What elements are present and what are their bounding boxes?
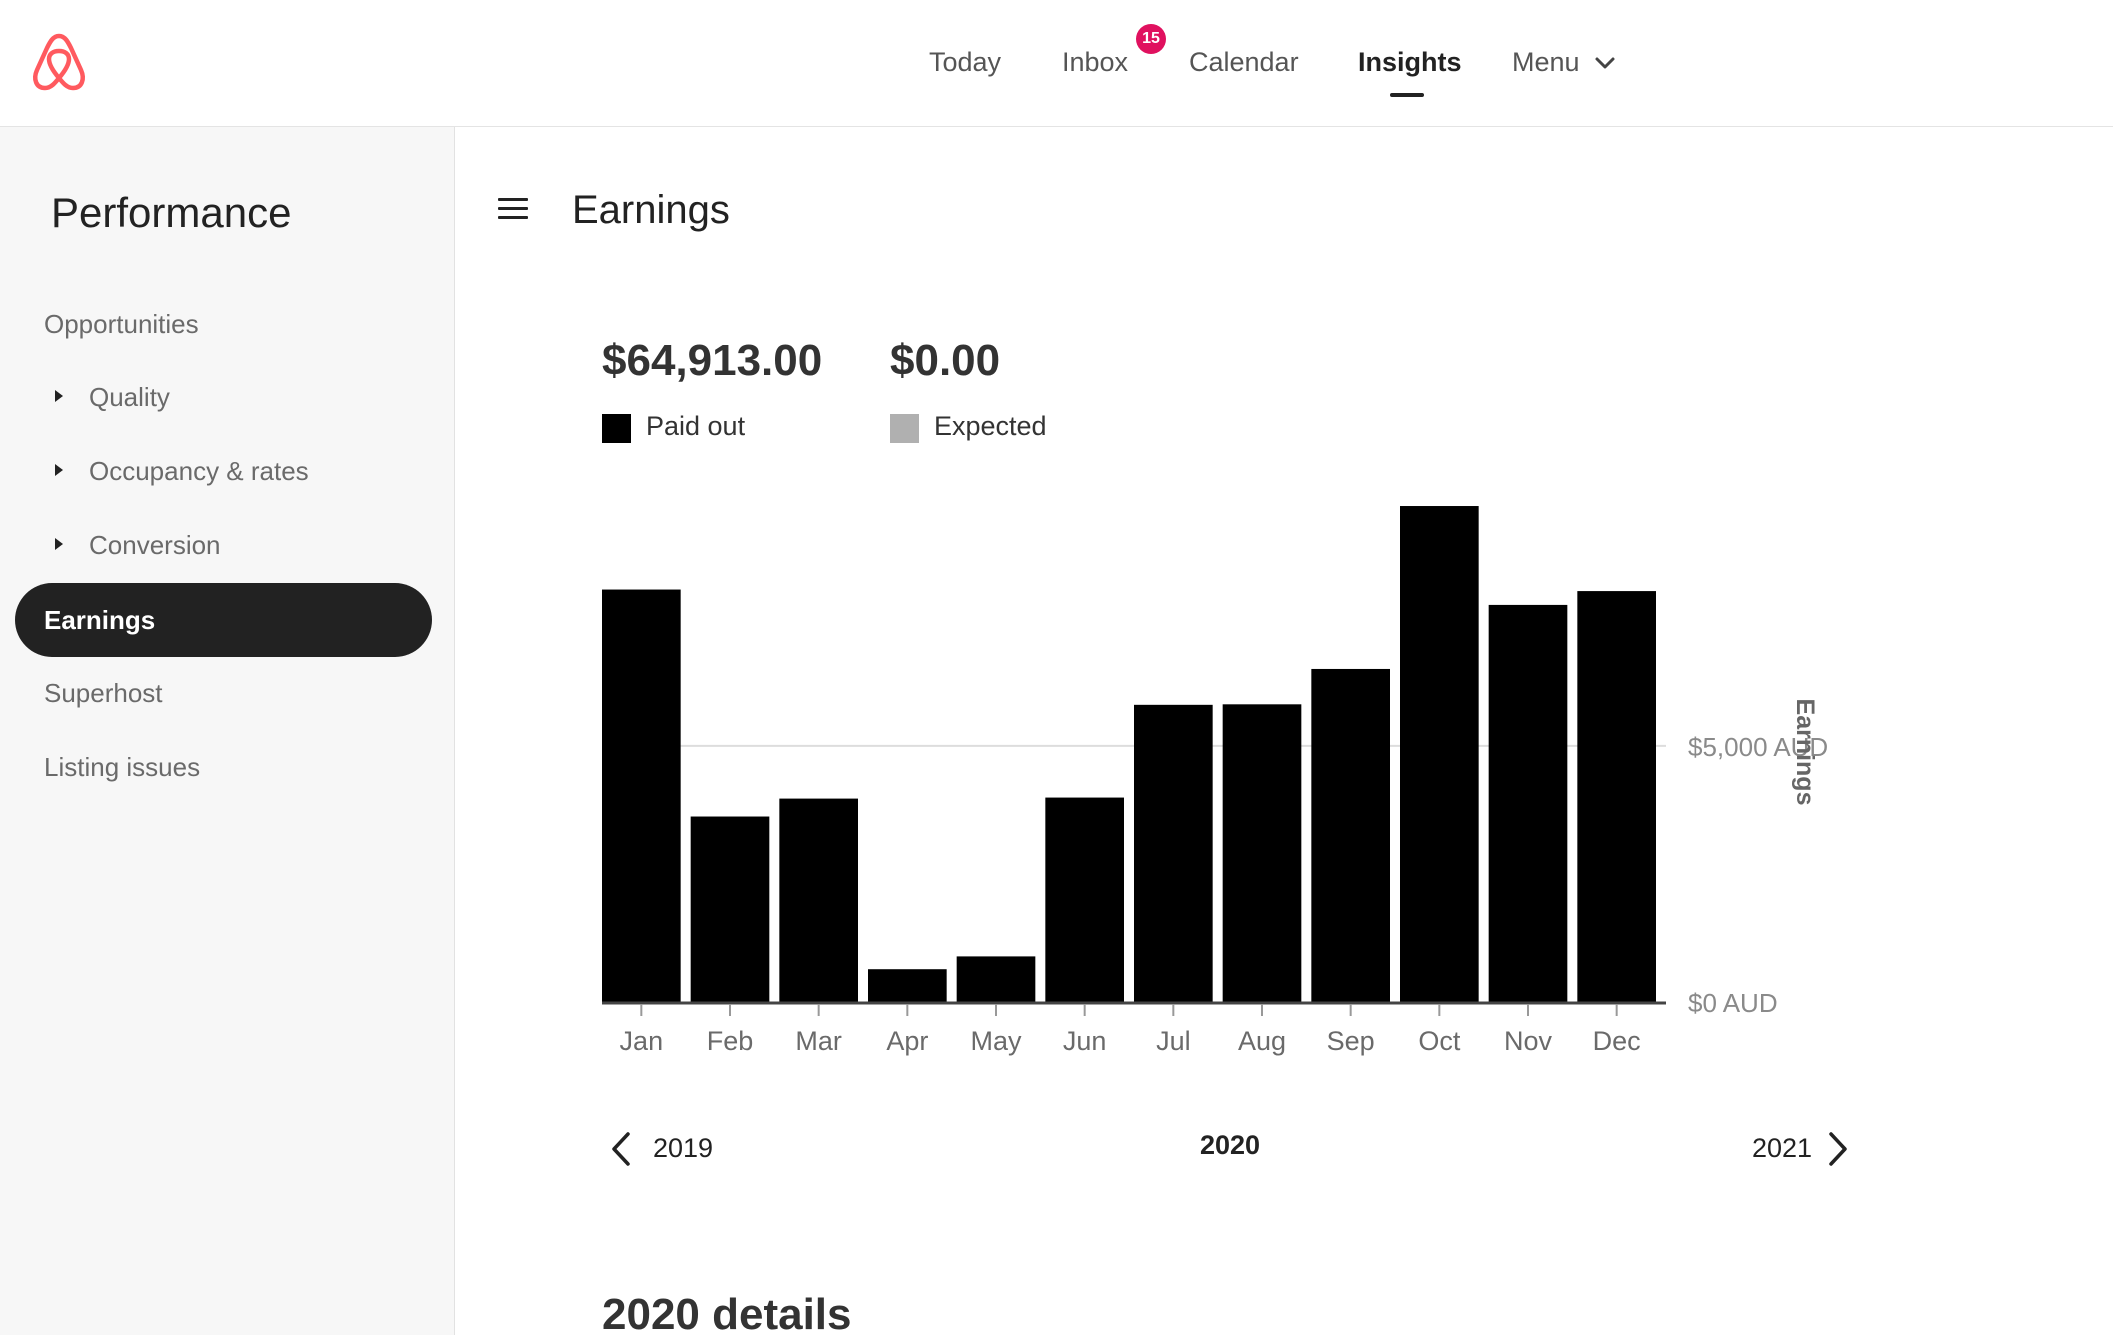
expected-value: $0.00 — [890, 336, 1001, 385]
paid-out-label: Paid out — [646, 411, 746, 441]
caret-right-icon[interactable] — [55, 464, 63, 476]
x-tick-label: Dec — [1593, 1026, 1641, 1056]
sidebar-item-conversion[interactable]: Conversion — [89, 530, 221, 560]
chevron-right-icon[interactable] — [1827, 1131, 1849, 1167]
bar-mar — [779, 798, 858, 1002]
sidebar: Performance Opportunities Quality Occupa… — [0, 127, 455, 1335]
inbox-badge: 15 — [1136, 24, 1166, 54]
caret-right-icon[interactable] — [55, 538, 63, 550]
chevron-down-icon[interactable] — [1594, 52, 1616, 74]
expected-swatch — [890, 414, 919, 443]
x-tick-label: Jun — [1063, 1026, 1107, 1056]
x-tick-label: Nov — [1504, 1026, 1553, 1056]
x-tick-label: Jan — [620, 1026, 664, 1056]
hamburger-menu-icon[interactable] — [498, 198, 528, 224]
x-tick-label: May — [970, 1026, 1022, 1056]
chevron-left-icon[interactable] — [610, 1131, 632, 1167]
sidebar-item-occupancy-rates[interactable]: Occupancy & rates — [89, 456, 309, 486]
y-tick-label: $0 AUD — [1688, 988, 1778, 1018]
top-header: Today Inbox 15 Calendar Insights Menu — [0, 0, 2113, 127]
x-tick-label: Oct — [1418, 1026, 1461, 1056]
sidebar-item-earnings[interactable]: Earnings — [15, 583, 432, 657]
airbnb-logo-icon[interactable] — [29, 30, 89, 94]
bar-jul — [1134, 704, 1213, 1002]
current-year: 2020 — [1200, 1130, 1261, 1160]
paid-out-swatch — [602, 414, 631, 443]
x-tick-label: Sep — [1327, 1026, 1375, 1056]
nav-menu[interactable]: Menu — [1512, 47, 1580, 77]
bar-aug — [1222, 704, 1302, 1002]
x-tick-label: Jul — [1156, 1026, 1191, 1056]
nav-inbox[interactable]: Inbox — [1062, 47, 1129, 77]
x-tick-label: Mar — [795, 1026, 842, 1056]
bar-nov — [1488, 604, 1568, 1002]
prev-year-button[interactable]: 2019 — [653, 1133, 714, 1163]
x-tick-label: Apr — [886, 1026, 928, 1056]
bar-may — [956, 956, 1036, 1002]
x-tick-label: Feb — [707, 1026, 754, 1056]
caret-right-icon[interactable] — [55, 390, 63, 402]
x-tick-label: Aug — [1238, 1026, 1286, 1056]
bar-dec — [1577, 591, 1656, 1002]
sidebar-title: Performance — [51, 189, 292, 236]
sidebar-item-superhost[interactable]: Superhost — [44, 678, 163, 708]
sidebar-item-label: Earnings — [44, 605, 156, 635]
y-tick-label: $5,000 AUD — [1688, 732, 1828, 762]
nav-calendar[interactable]: Calendar — [1189, 47, 1299, 77]
nav-today[interactable]: Today — [929, 47, 1002, 77]
y-axis-label: Earnings — [1791, 699, 1819, 806]
details-section-title: 2020 details — [602, 1290, 852, 1339]
bar-apr — [868, 969, 947, 1002]
nav-insights[interactable]: Insights — [1358, 47, 1462, 77]
sidebar-item-listing-issues[interactable]: Listing issues — [44, 752, 201, 782]
next-year-button[interactable]: 2021 — [1752, 1133, 1813, 1163]
nav-active-indicator — [1390, 93, 1424, 97]
bar-jan — [602, 589, 681, 1002]
sidebar-item-opportunities[interactable]: Opportunities — [44, 309, 199, 339]
bar-oct — [1400, 506, 1479, 1002]
bar-jun — [1045, 797, 1124, 1002]
paid-out-value: $64,913.00 — [602, 336, 823, 385]
bar-sep — [1311, 668, 1390, 1002]
sidebar-item-quality[interactable]: Quality — [89, 382, 170, 412]
page-title: Earnings — [572, 188, 730, 232]
expected-label: Expected — [934, 411, 1047, 441]
bar-feb — [690, 816, 770, 1002]
